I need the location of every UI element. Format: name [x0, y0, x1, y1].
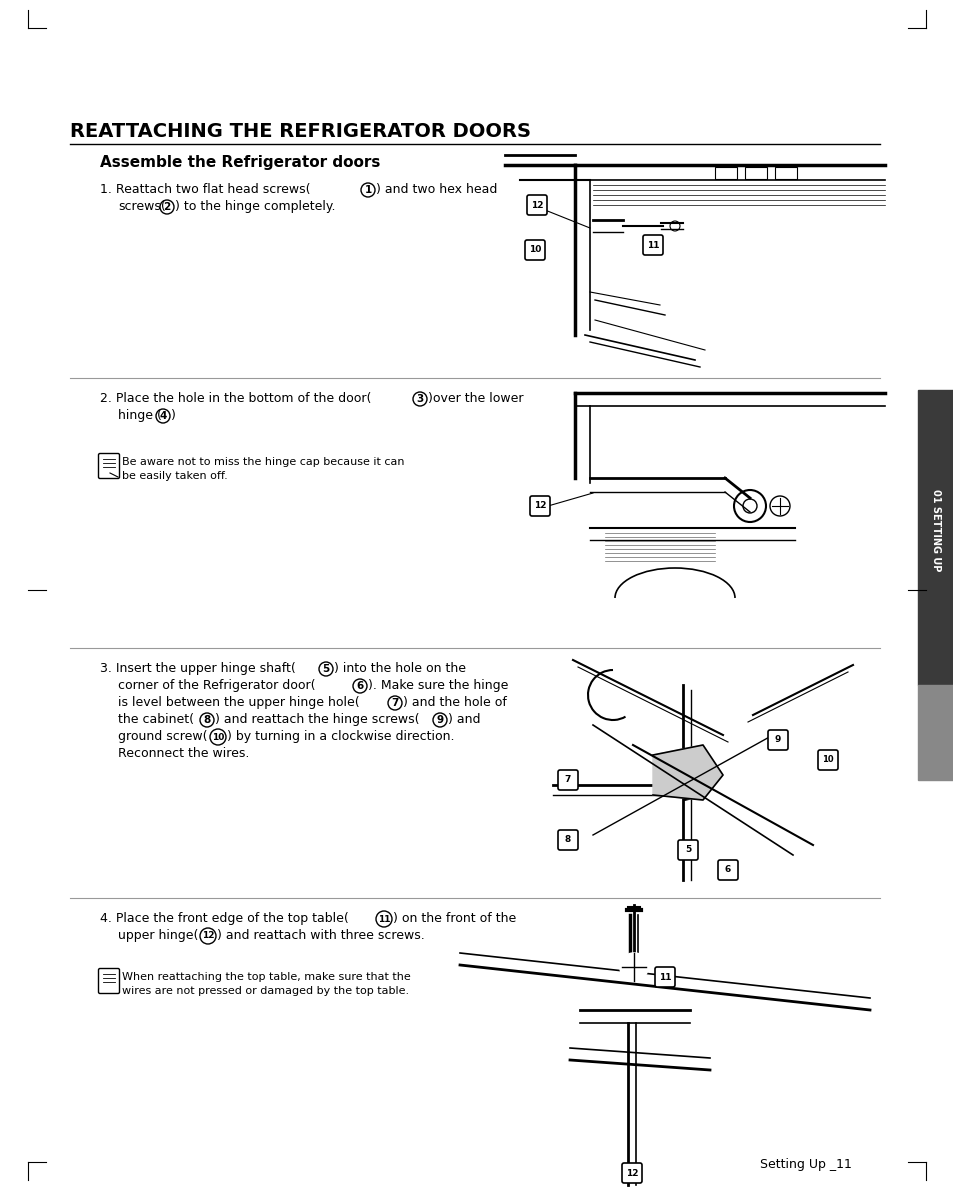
Text: 4: 4: [159, 411, 167, 421]
Text: 5: 5: [684, 846, 690, 854]
FancyBboxPatch shape: [621, 1163, 641, 1183]
Text: 12: 12: [201, 932, 214, 940]
Polygon shape: [652, 745, 722, 800]
Text: screws(: screws(: [118, 200, 166, 213]
Text: 6: 6: [724, 865, 730, 875]
Text: be easily taken off.: be easily taken off.: [122, 471, 228, 481]
FancyBboxPatch shape: [817, 750, 837, 770]
FancyBboxPatch shape: [98, 969, 119, 994]
Text: 12: 12: [625, 1169, 638, 1177]
Text: 11: 11: [377, 914, 390, 923]
FancyBboxPatch shape: [767, 729, 787, 750]
Text: 11: 11: [646, 240, 659, 250]
Text: 8: 8: [203, 715, 211, 725]
Text: ) to the hinge completely.: ) to the hinge completely.: [174, 200, 335, 213]
Text: 7: 7: [564, 776, 571, 784]
Circle shape: [619, 953, 647, 981]
FancyBboxPatch shape: [558, 829, 578, 850]
Text: hinge (: hinge (: [118, 409, 162, 422]
Text: 4. Place the front edge of the top table(: 4. Place the front edge of the top table…: [100, 912, 349, 925]
Text: Reconnect the wires.: Reconnect the wires.: [118, 747, 249, 760]
Bar: [714, 167, 737, 178]
Bar: [917, 685, 953, 779]
Text: 9: 9: [436, 715, 443, 725]
Text: corner of the Refrigerator door(: corner of the Refrigerator door(: [118, 679, 315, 693]
FancyBboxPatch shape: [678, 840, 698, 860]
Text: 2: 2: [163, 202, 171, 212]
Text: is level between the upper hinge hole(: is level between the upper hinge hole(: [118, 696, 359, 709]
Text: wires are not pressed or damaged by the top table.: wires are not pressed or damaged by the …: [122, 987, 409, 996]
Text: Assemble the Refrigerator doors: Assemble the Refrigerator doors: [100, 155, 380, 170]
Text: ) and reattach with three screws.: ) and reattach with three screws.: [216, 929, 424, 942]
Text: 6: 6: [356, 681, 363, 691]
Text: ) and the hole of: ) and the hole of: [402, 696, 506, 709]
FancyBboxPatch shape: [655, 967, 675, 987]
Text: ) and: ) and: [448, 713, 480, 726]
Text: 11: 11: [659, 972, 671, 982]
Text: 10: 10: [212, 733, 224, 741]
Text: ground screw(: ground screw(: [118, 729, 208, 743]
Text: ) into the hole on the: ) into the hole on the: [334, 662, 465, 675]
Text: 1. Reattach two flat head screws(: 1. Reattach two flat head screws(: [100, 183, 310, 196]
FancyBboxPatch shape: [530, 496, 550, 516]
Text: 12: 12: [530, 200, 542, 209]
Text: )over the lower: )over the lower: [428, 392, 523, 405]
Text: 2. Place the hole in the bottom of the door(: 2. Place the hole in the bottom of the d…: [100, 392, 371, 405]
FancyBboxPatch shape: [642, 234, 662, 255]
Text: Setting Up _11: Setting Up _11: [760, 1158, 851, 1171]
Bar: [774, 167, 796, 178]
Text: upper hinge(: upper hinge(: [118, 929, 198, 942]
Text: 3. Insert the upper hinge shaft(: 3. Insert the upper hinge shaft(: [100, 662, 295, 675]
Text: 10: 10: [821, 756, 833, 764]
FancyBboxPatch shape: [718, 860, 738, 879]
Text: When reattaching the top table, make sure that the: When reattaching the top table, make sur…: [122, 972, 411, 982]
Text: 3: 3: [416, 394, 423, 403]
Bar: [917, 390, 953, 685]
Text: REATTACHING THE REFRIGERATOR DOORS: REATTACHING THE REFRIGERATOR DOORS: [70, 123, 531, 140]
Text: 12: 12: [533, 501, 546, 511]
Text: 01 SETTING UP: 01 SETTING UP: [930, 489, 940, 571]
FancyBboxPatch shape: [98, 453, 119, 478]
FancyBboxPatch shape: [526, 195, 546, 215]
Text: ) on the front of the: ) on the front of the: [393, 912, 516, 925]
Text: 1: 1: [364, 184, 372, 195]
Text: 5: 5: [322, 664, 330, 674]
Text: ) and two hex head: ) and two hex head: [375, 183, 497, 196]
Text: ): ): [171, 409, 175, 422]
Text: ) by turning in a clockwise direction.: ) by turning in a clockwise direction.: [227, 729, 454, 743]
Text: Be aware not to miss the hinge cap because it can: Be aware not to miss the hinge cap becau…: [122, 457, 404, 466]
Text: ). Make sure the hinge: ). Make sure the hinge: [368, 679, 508, 693]
Text: the cabinet(: the cabinet(: [118, 713, 193, 726]
Text: 8: 8: [564, 835, 571, 845]
Text: 7: 7: [391, 699, 398, 708]
Text: 9: 9: [774, 735, 781, 745]
FancyBboxPatch shape: [558, 770, 578, 790]
Text: 10: 10: [528, 245, 540, 255]
Bar: [744, 167, 766, 178]
Text: ) and reattach the hinge screws(: ) and reattach the hinge screws(: [214, 713, 419, 726]
FancyBboxPatch shape: [524, 240, 544, 259]
